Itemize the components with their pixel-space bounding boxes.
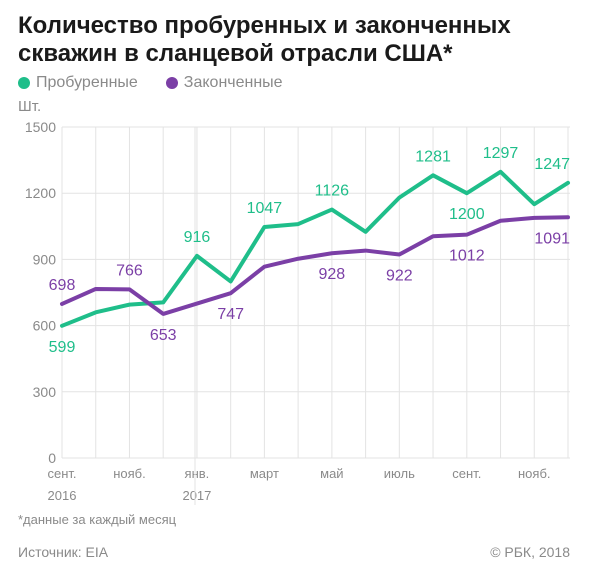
x-tick-label-2017-03: март (250, 466, 279, 481)
y-tick-label-1500: 1500 (25, 119, 56, 135)
data-label-drilled-2017-10: 1297 (483, 145, 519, 162)
y-tick-label-900: 900 (33, 251, 57, 267)
data-label-drilled-2017-05: 1126 (315, 183, 350, 200)
x-tick-year-2017-01: 2017 (182, 488, 211, 503)
data-label-drilled-2016-09: 599 (49, 339, 76, 356)
y-tick-label-0: 0 (48, 450, 56, 466)
legend-item-completed: Законченные (165, 74, 283, 92)
legend-label-drilled: Пробуренные (36, 74, 138, 91)
legend-label-completed: Законченные (183, 74, 283, 91)
x-tick-label-2016-09: сент. (47, 466, 76, 481)
legend-dot-drilled (18, 77, 30, 89)
x-tick-label-2017-09: сент. (452, 466, 481, 481)
data-label-completed-2017-12: 1091 (534, 230, 570, 247)
data-label-drilled-2017-08: 1281 (415, 148, 451, 165)
series-line-completed (60, 215, 570, 316)
data-label-completed-2017-09: 1012 (449, 248, 485, 265)
data-label-completed-2017-02: 747 (217, 306, 244, 323)
data-label-completed-2016-12: 653 (150, 327, 177, 344)
legend-item-drilled: Пробуренные (18, 74, 138, 92)
chart-title: Количество пробуренных и законченных скв… (18, 12, 578, 68)
y-axis-unit: Шт. (18, 98, 42, 115)
x-tick-label-2017-11: нояб. (518, 466, 551, 481)
x-tick-label-2016-11: нояб. (113, 466, 146, 481)
data-label-drilled-2017-12: 1247 (534, 156, 570, 173)
x-tick-label-2017-05: май (320, 466, 343, 481)
y-tick-label-600: 600 (33, 318, 57, 334)
data-label-completed-2016-11: 766 (116, 262, 143, 279)
y-tick-label-300: 300 (33, 384, 57, 400)
data-label-drilled-2017-09: 1200 (449, 206, 485, 223)
copyright: © РБК, 2018 (490, 544, 570, 560)
source-note: Источник: EIA (18, 544, 109, 560)
data-label-drilled-2017-01: 916 (184, 229, 211, 246)
chart-title-line-2: скважин в сланцевой отрасли США* (18, 40, 453, 67)
legend: Пробуренные Законченные (18, 74, 283, 92)
x-tick-label-2017-07: июль (384, 466, 415, 481)
x-tick-year-2016-09: 2016 (48, 488, 77, 503)
data-label-completed-2016-09: 698 (49, 277, 76, 294)
chart-title-line-1: Количество пробуренных и законченных (18, 12, 511, 39)
data-label-completed-2017-07: 922 (386, 268, 413, 285)
legend-dot-completed (165, 77, 178, 89)
data-label-completed-2017-05: 928 (319, 266, 346, 283)
x-tick-label-2017-01: янв. (185, 466, 210, 481)
data-label-drilled-2017-03: 1047 (247, 200, 283, 217)
footnote: *данные за каждый месяц (18, 512, 177, 527)
y-tick-label-1200: 1200 (25, 185, 56, 201)
